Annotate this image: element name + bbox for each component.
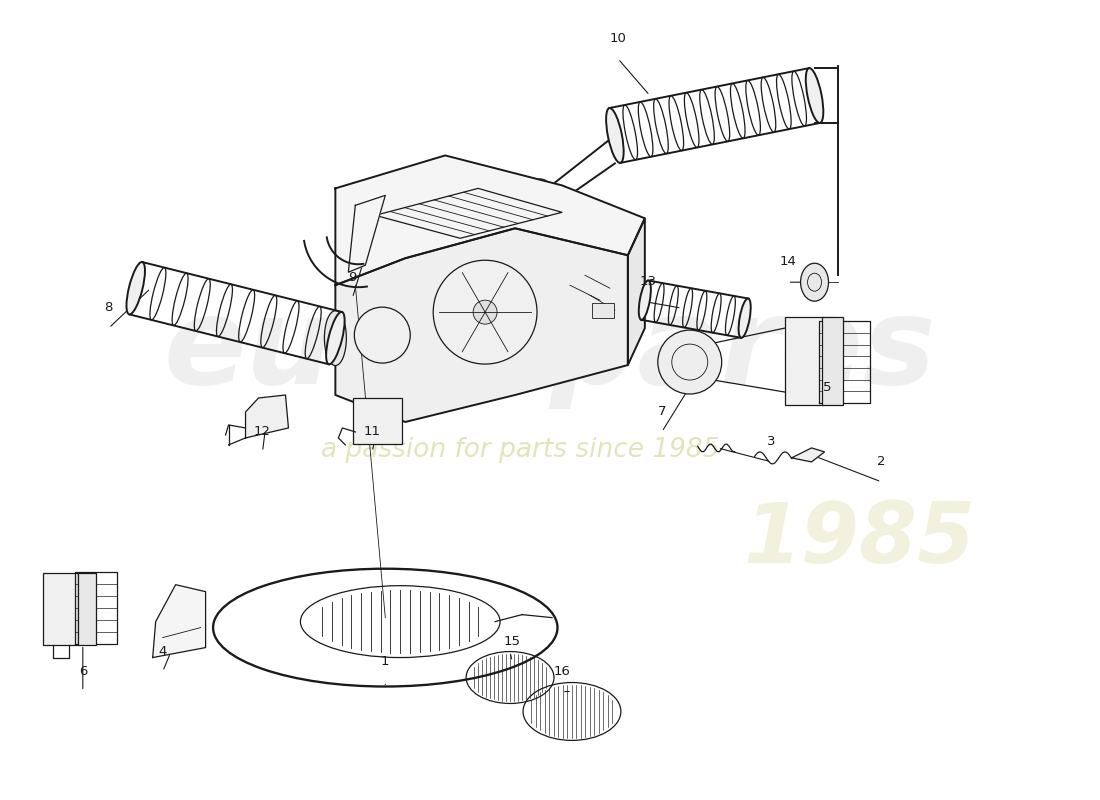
Ellipse shape — [326, 312, 344, 364]
Ellipse shape — [806, 68, 823, 123]
Text: 12: 12 — [254, 425, 271, 438]
Circle shape — [473, 300, 497, 324]
Circle shape — [354, 307, 410, 363]
Polygon shape — [245, 395, 288, 438]
Text: 13: 13 — [639, 275, 657, 288]
Bar — [78, 573, 96, 645]
Polygon shape — [792, 448, 825, 462]
Text: 1985: 1985 — [744, 499, 976, 580]
Ellipse shape — [639, 281, 651, 320]
Text: 10: 10 — [609, 32, 626, 45]
Text: 15: 15 — [504, 634, 520, 647]
Circle shape — [433, 260, 537, 364]
Text: 11: 11 — [364, 425, 381, 438]
Ellipse shape — [801, 263, 828, 301]
Bar — [822, 317, 844, 405]
Polygon shape — [336, 228, 628, 422]
Text: 2: 2 — [877, 455, 886, 468]
Ellipse shape — [324, 310, 346, 366]
Text: 14: 14 — [779, 255, 796, 268]
Text: 5: 5 — [823, 381, 832, 394]
Text: 1: 1 — [381, 654, 389, 667]
Text: eurospares: eurospares — [164, 291, 936, 409]
Ellipse shape — [606, 108, 624, 163]
Polygon shape — [628, 218, 645, 365]
FancyBboxPatch shape — [353, 398, 403, 444]
Ellipse shape — [126, 262, 145, 314]
Text: 3: 3 — [768, 435, 776, 448]
Text: 16: 16 — [553, 665, 571, 678]
Polygon shape — [153, 585, 206, 658]
Bar — [43, 573, 78, 645]
Text: a passion for parts since 1985: a passion for parts since 1985 — [321, 437, 719, 463]
Text: 7: 7 — [658, 405, 667, 418]
Bar — [784, 317, 823, 405]
Ellipse shape — [738, 298, 750, 338]
Bar — [592, 303, 614, 318]
Text: 4: 4 — [158, 645, 167, 658]
Circle shape — [658, 330, 722, 394]
Text: 6: 6 — [78, 665, 87, 678]
Text: 9: 9 — [349, 271, 356, 284]
Text: 8: 8 — [104, 301, 113, 314]
Ellipse shape — [532, 179, 558, 211]
Polygon shape — [336, 155, 645, 285]
Polygon shape — [349, 195, 385, 272]
